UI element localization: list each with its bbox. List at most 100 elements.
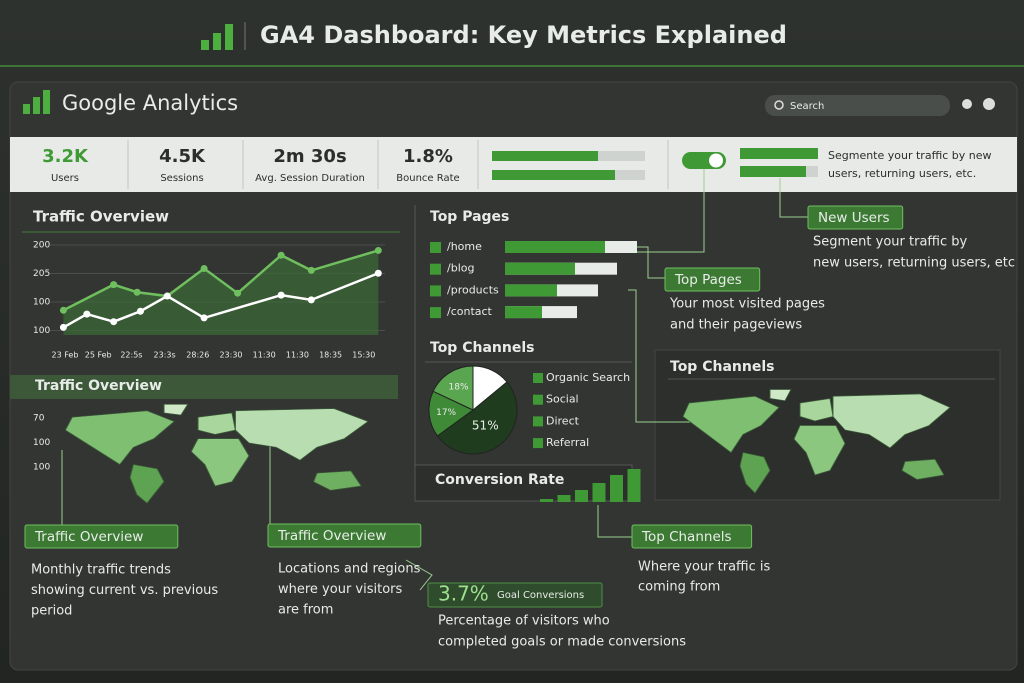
point xyxy=(277,291,285,299)
point xyxy=(277,251,285,259)
point xyxy=(133,288,141,296)
conversion-bar xyxy=(557,495,571,502)
section-title: Traffic Overview xyxy=(33,208,169,226)
y-tick-label: 100 xyxy=(33,298,50,308)
callout-title: New Users xyxy=(818,210,890,226)
metric-label: Users xyxy=(51,173,79,184)
point xyxy=(110,281,118,289)
section-title: Top Pages xyxy=(430,209,509,225)
callout-text: are from xyxy=(278,603,333,618)
segment-note: Segmente your traffic by new xyxy=(828,149,991,162)
callout-text: showing current vs. previous xyxy=(31,583,218,598)
segment-note: users, returning users, etc. xyxy=(828,167,976,180)
bullet xyxy=(430,285,441,297)
legend-swatch xyxy=(533,373,543,383)
continent xyxy=(682,395,780,454)
callout-text: Locations and regions xyxy=(278,562,421,577)
point xyxy=(374,269,382,277)
page-bar xyxy=(505,306,542,319)
page-bar xyxy=(505,241,605,253)
goal-value: 3.7% xyxy=(438,582,489,606)
y-tick-label: 205 xyxy=(33,269,50,279)
pie-slice xyxy=(428,390,474,437)
page-path: /products xyxy=(447,283,499,296)
goal-text: completed goals or made conversions xyxy=(438,635,686,650)
continent xyxy=(129,464,165,504)
panel-title: Top Channels xyxy=(670,359,774,375)
point xyxy=(307,266,315,274)
bullet xyxy=(430,263,441,275)
callout-tag xyxy=(664,267,761,292)
callout-title: Top Channels xyxy=(641,529,732,545)
goal-label: Goal Conversions xyxy=(497,590,584,601)
page-title: GA4 Dashboard: Key Metrics Explained xyxy=(260,21,787,49)
pie-slice xyxy=(432,365,474,411)
point xyxy=(83,310,91,318)
pie-label: 51% xyxy=(472,418,499,432)
point xyxy=(374,246,382,254)
metric-value: 1.8% xyxy=(403,146,453,167)
point xyxy=(59,306,67,314)
metric-value: 4.5K xyxy=(159,146,206,167)
callout-text: where your visitors xyxy=(278,582,403,597)
search-box[interactable] xyxy=(765,95,950,116)
point xyxy=(163,292,171,300)
callout-text: coming from xyxy=(638,580,720,595)
notification-icon[interactable] xyxy=(962,99,972,109)
x-tick-label: 25 Feb xyxy=(85,351,112,360)
legend-label: Referral xyxy=(546,436,589,449)
progress-fill xyxy=(492,151,598,161)
point xyxy=(136,307,144,315)
legend-label: Social xyxy=(546,393,579,406)
callout-title: Traffic Overview xyxy=(277,528,386,544)
point xyxy=(110,318,118,326)
ga-logo xyxy=(23,90,50,114)
toggle-knob xyxy=(709,153,723,168)
legend-swatch xyxy=(533,416,543,427)
callout-text: Where your traffic is xyxy=(638,560,771,575)
point xyxy=(200,314,208,322)
legend-label: Direct xyxy=(546,414,580,427)
callout-tag xyxy=(267,523,422,548)
metric-label: Bounce Rate xyxy=(396,173,459,184)
point xyxy=(59,323,67,331)
x-tick-label: 23:3s xyxy=(154,351,176,360)
callout-text: new users, returning users, etc xyxy=(813,256,1015,271)
pie-label: 18% xyxy=(449,383,469,393)
callout-text: and their pageviews xyxy=(670,318,802,333)
continent xyxy=(313,470,362,491)
metric-label: Avg. Session Duration xyxy=(255,173,365,184)
y-tick-label: 200 xyxy=(33,241,50,251)
callout-text: Monthly traffic trends xyxy=(31,563,171,578)
x-tick-label: 11:30 xyxy=(253,351,276,360)
bullet xyxy=(430,307,441,319)
x-tick-label: 23 Feb xyxy=(52,351,79,360)
continent xyxy=(793,425,846,476)
callout-text: Segment your traffic by xyxy=(813,235,968,250)
x-tick-label: 18:35 xyxy=(319,351,342,360)
bullet xyxy=(430,242,441,253)
x-tick-label: 15:30 xyxy=(352,351,375,360)
world-map xyxy=(682,389,951,494)
continent xyxy=(190,438,250,487)
progress-fill xyxy=(492,170,615,180)
map-label: 100 xyxy=(33,463,50,473)
metric-value: 2m 30s xyxy=(273,146,346,167)
callout-text: period xyxy=(31,604,72,619)
connectors xyxy=(61,169,808,591)
search-icon xyxy=(774,100,784,110)
continent xyxy=(163,403,189,416)
x-tick-label: 22:5s xyxy=(120,351,142,360)
point xyxy=(307,296,315,304)
conversion-bar xyxy=(575,490,588,502)
metric-label: Sessions xyxy=(160,173,203,184)
x-tick-label: 11:30 xyxy=(286,351,309,360)
account-icon[interactable] xyxy=(983,98,995,110)
legend-label: Organic Search xyxy=(546,371,630,384)
legend-swatch xyxy=(533,394,543,405)
x-tick-label: 28:26 xyxy=(186,351,209,360)
map-header xyxy=(10,375,398,399)
search-placeholder: Search xyxy=(790,101,824,112)
callout-title: Top Pages xyxy=(674,272,742,288)
